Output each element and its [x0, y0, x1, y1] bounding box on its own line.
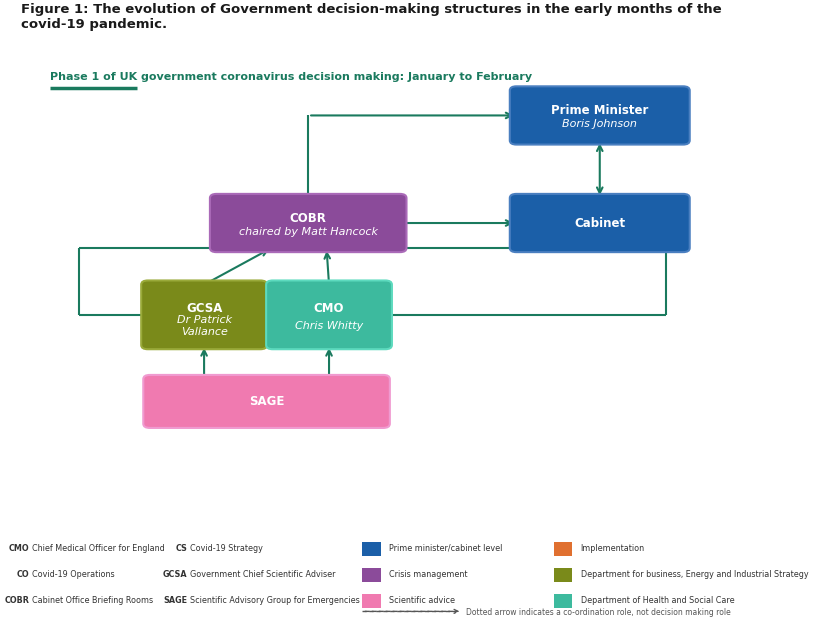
Text: COBR: COBR: [290, 212, 327, 225]
Text: GCSA: GCSA: [186, 302, 222, 315]
Text: Boris Johnson: Boris Johnson: [562, 119, 637, 129]
Text: CO: CO: [17, 570, 29, 579]
FancyBboxPatch shape: [210, 194, 407, 252]
Text: Cabinet Office Briefing Rooms: Cabinet Office Briefing Rooms: [32, 596, 152, 605]
FancyBboxPatch shape: [143, 375, 390, 428]
Text: Cabinet: Cabinet: [574, 217, 626, 230]
Text: COBR: COBR: [4, 596, 29, 605]
Text: Figure 1: The evolution of Government decision-making structures in the early mo: Figure 1: The evolution of Government de…: [21, 2, 721, 30]
Text: Government Chief Scientific Adviser: Government Chief Scientific Adviser: [190, 570, 336, 579]
Text: Covid-19 Strategy: Covid-19 Strategy: [190, 544, 262, 553]
FancyBboxPatch shape: [510, 194, 690, 252]
Text: Chief Medical Officer for England: Chief Medical Officer for England: [32, 544, 164, 553]
FancyBboxPatch shape: [362, 594, 381, 607]
FancyBboxPatch shape: [362, 542, 381, 556]
Text: chaired by Matt Hancock: chaired by Matt Hancock: [239, 227, 377, 237]
FancyBboxPatch shape: [141, 281, 267, 349]
Text: Prime minister/cabinet level: Prime minister/cabinet level: [389, 544, 502, 553]
FancyBboxPatch shape: [362, 568, 381, 581]
Text: Department for business, Energy and Industrial Strategy: Department for business, Energy and Indu…: [581, 570, 808, 579]
Text: Dr Patrick
Vallance: Dr Patrick Vallance: [177, 315, 232, 337]
Text: GCSA: GCSA: [162, 570, 187, 579]
Text: Scientific advice: Scientific advice: [389, 596, 455, 605]
FancyBboxPatch shape: [267, 281, 392, 349]
Text: Implementation: Implementation: [581, 544, 645, 553]
Text: SAGE: SAGE: [163, 596, 187, 605]
Text: Covid-19 Operations: Covid-19 Operations: [32, 570, 114, 579]
Text: CS: CS: [176, 544, 187, 553]
Text: Crisis management: Crisis management: [389, 570, 467, 579]
Text: CMO: CMO: [8, 544, 29, 553]
Text: CMO: CMO: [314, 302, 344, 315]
Text: Chris Whitty: Chris Whitty: [295, 320, 363, 331]
Text: Department of Health and Social Care: Department of Health and Social Care: [581, 596, 734, 605]
Text: Scientific Advisory Group for Emergencies: Scientific Advisory Group for Emergencie…: [190, 596, 360, 605]
Text: Dotted arrow indicates a co-ordination role, not decision making role: Dotted arrow indicates a co-ordination r…: [466, 607, 731, 617]
Text: Prime Minister: Prime Minister: [551, 104, 648, 117]
FancyBboxPatch shape: [554, 568, 572, 581]
FancyBboxPatch shape: [554, 594, 572, 607]
FancyBboxPatch shape: [554, 542, 572, 556]
Text: Phase 1 of UK government coronavirus decision making: January to February: Phase 1 of UK government coronavirus dec…: [50, 73, 532, 83]
Text: SAGE: SAGE: [249, 395, 284, 408]
FancyBboxPatch shape: [510, 86, 690, 145]
